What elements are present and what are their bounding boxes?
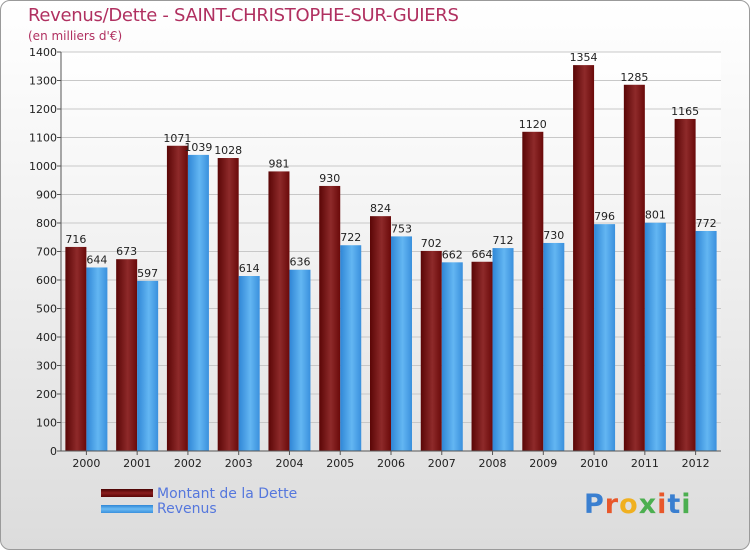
y-tick-label: 1100 bbox=[29, 132, 57, 145]
data-label-revenus-2007: 662 bbox=[442, 248, 463, 261]
bar-revenus-2011 bbox=[644, 222, 666, 451]
data-label-revenus-2006: 753 bbox=[391, 222, 412, 235]
data-label-dette-2007: 702 bbox=[421, 237, 442, 250]
bar-dette-2010 bbox=[573, 65, 595, 452]
data-label-revenus-2003: 614 bbox=[239, 262, 260, 275]
y-tick-label: 100 bbox=[36, 417, 57, 430]
bar-revenus-2004 bbox=[289, 269, 311, 451]
x-tick-label-2012: 2012 bbox=[682, 457, 710, 470]
bar-revenus-2012 bbox=[695, 230, 717, 451]
bar-revenus-2006 bbox=[391, 236, 412, 451]
x-tick-label-2007: 2007 bbox=[428, 457, 456, 470]
x-tick-label-2004: 2004 bbox=[275, 457, 303, 470]
data-label-dette-2006: 824 bbox=[370, 202, 391, 215]
data-label-dette-2008: 664 bbox=[472, 248, 493, 261]
bar-dette-2006 bbox=[370, 216, 391, 451]
data-label-dette-2003: 1028 bbox=[214, 144, 242, 157]
bar-revenus-2009 bbox=[543, 242, 565, 451]
bar-dette-2011 bbox=[623, 84, 645, 452]
bar-dette-2002 bbox=[166, 145, 188, 451]
y-tick-label: 1000 bbox=[29, 160, 57, 173]
bar-dette-2009 bbox=[522, 131, 544, 452]
data-label-dette-2001: 673 bbox=[116, 245, 137, 258]
bar-dette-2007 bbox=[420, 250, 442, 451]
bar-dette-2012 bbox=[674, 118, 696, 451]
legend-label-dette: Montant de la Dette bbox=[157, 486, 298, 502]
data-label-revenus-2002: 1039 bbox=[184, 141, 212, 154]
data-label-revenus-2008: 712 bbox=[493, 234, 514, 247]
bars-group bbox=[65, 65, 717, 452]
y-tick-label: 1400 bbox=[29, 46, 57, 59]
x-tick-label-2010: 2010 bbox=[580, 457, 608, 470]
x-tick-label-2005: 2005 bbox=[326, 457, 354, 470]
data-label-dette-2010: 1354 bbox=[570, 51, 598, 64]
data-label-revenus-2011: 801 bbox=[645, 209, 666, 222]
data-label-dette-2002: 1071 bbox=[163, 132, 191, 145]
bar-revenus-2002 bbox=[187, 154, 209, 451]
bar-revenus-2001 bbox=[137, 280, 159, 451]
legend-label-revenus: Revenus bbox=[157, 501, 217, 517]
data-label-revenus-2001: 597 bbox=[137, 267, 158, 280]
data-label-dette-2009: 1120 bbox=[519, 118, 547, 131]
bar-dette-2000 bbox=[65, 246, 87, 451]
x-tick-label-2008: 2008 bbox=[479, 457, 507, 470]
y-tick-label: 600 bbox=[36, 274, 57, 287]
y-tick-label: 700 bbox=[36, 246, 57, 259]
y-tick-label: 1300 bbox=[29, 75, 57, 88]
axes-group: 0 100 200 300 400 500 600 700 800 900 1000 1100 1200… bbox=[29, 46, 721, 470]
legend-swatch-revenus bbox=[101, 505, 153, 513]
data-label-dette-2000: 716 bbox=[65, 233, 86, 246]
bar-revenus-2005 bbox=[340, 245, 362, 451]
data-label-revenus-2005: 722 bbox=[340, 231, 361, 244]
bar-revenus-2003 bbox=[238, 276, 260, 451]
data-label-dette-2012: 1165 bbox=[671, 105, 699, 118]
x-tick-label-2003: 2003 bbox=[225, 457, 253, 470]
data-label-dette-2011: 1285 bbox=[620, 71, 648, 84]
data-label-revenus-2010: 796 bbox=[594, 210, 615, 223]
x-tick-label-2002: 2002 bbox=[174, 457, 202, 470]
x-tick-label-2006: 2006 bbox=[377, 457, 405, 470]
y-tick-label: 1200 bbox=[29, 103, 57, 116]
data-label-revenus-2000: 644 bbox=[86, 253, 107, 266]
bar-revenus-2010 bbox=[594, 224, 616, 451]
data-label-dette-2005: 930 bbox=[319, 172, 340, 185]
chart-subtitle: (en milliers d'€) bbox=[28, 29, 123, 43]
y-tick-label: 300 bbox=[36, 360, 57, 373]
x-tick-label-2011: 2011 bbox=[631, 457, 659, 470]
y-tick-label: 400 bbox=[36, 331, 57, 344]
y-tick-label: 800 bbox=[36, 217, 57, 230]
bar-revenus-2000 bbox=[86, 267, 108, 451]
y-tick-label: 900 bbox=[36, 189, 57, 202]
data-label-dette-2004: 981 bbox=[268, 157, 289, 170]
data-label-revenus-2009: 730 bbox=[543, 229, 564, 242]
data-label-revenus-2012: 772 bbox=[696, 217, 717, 230]
bar-dette-2008 bbox=[471, 261, 493, 451]
proxiti-logo: Proxiti bbox=[584, 489, 692, 520]
bar-revenus-2007 bbox=[441, 262, 463, 451]
bar-dette-2004 bbox=[268, 171, 290, 452]
chart-title: Revenus/Dette - SAINT-CHRISTOPHE-SUR-GUI… bbox=[28, 5, 459, 26]
legend-swatch-dette bbox=[101, 489, 153, 497]
x-tick-label-2001: 2001 bbox=[123, 457, 151, 470]
y-tick-label: 200 bbox=[36, 388, 57, 401]
x-tick-label-2000: 2000 bbox=[72, 457, 100, 470]
y-tick-label: 0 bbox=[50, 445, 57, 458]
data-label-revenus-2004: 636 bbox=[289, 256, 310, 269]
bar-revenus-2008 bbox=[492, 248, 514, 451]
bar-dette-2005 bbox=[319, 185, 341, 451]
bar-dette-2003 bbox=[217, 158, 239, 451]
y-tick-label: 500 bbox=[36, 303, 57, 316]
x-tick-label-2009: 2009 bbox=[529, 457, 557, 470]
bar-dette-2001 bbox=[116, 259, 138, 451]
